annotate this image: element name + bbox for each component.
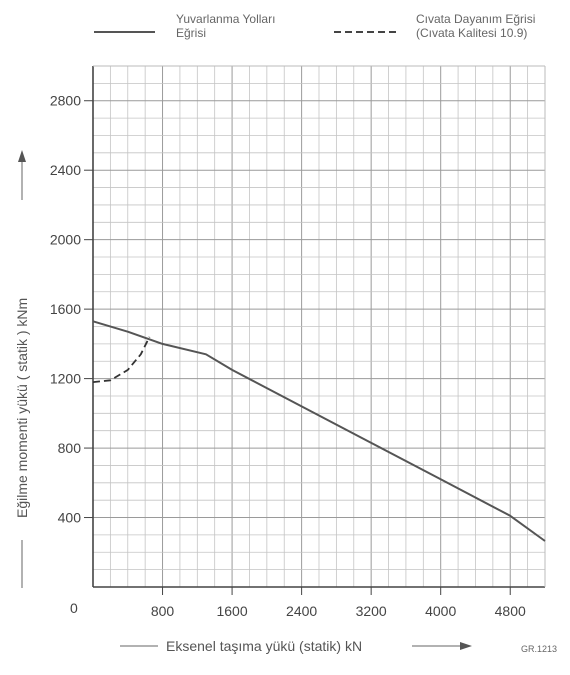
x-tick-label: 4800 xyxy=(495,603,526,619)
grid xyxy=(93,66,545,587)
legend-solid-label: Yuvarlanma Yolları Eğrisi xyxy=(176,12,275,40)
y-axis-arrow-icon xyxy=(18,150,26,162)
tick-labels: 800 1600 2400 3200 4000 4800 400 800 1200 1600 200… xyxy=(50,93,526,619)
x-axis-title: Eksenel taşıma yükü (statik) kN xyxy=(166,638,363,654)
x-tick-label: 800 xyxy=(151,603,175,619)
origin-label: 0 xyxy=(70,600,78,616)
y-tick-label: 2000 xyxy=(50,232,81,248)
legend-dashed-label-line2: (Cıvata Kalitesi 10.9) xyxy=(416,26,528,40)
x-tick-label: 3200 xyxy=(356,603,387,619)
x-axis-arrow-icon xyxy=(460,642,472,650)
y-tick-label: 1200 xyxy=(50,371,81,387)
x-tick-label: 4000 xyxy=(425,603,456,619)
y-tick-label: 1600 xyxy=(50,301,81,317)
figure-code: GR.1213 xyxy=(521,644,558,654)
legend-solid-label-line2: Eğrisi xyxy=(176,26,207,40)
legend-dashed-label: Cıvata Dayanım Eğrisi (Cıvata Kalitesi 1… xyxy=(416,12,535,40)
x-tick-label: 1600 xyxy=(216,603,247,619)
raceway-curve xyxy=(92,320,546,542)
y-tick-label: 2400 xyxy=(50,162,81,178)
y-tick-label: 2800 xyxy=(50,93,81,109)
bolt-strength-curve xyxy=(92,336,151,383)
y-tick-label: 400 xyxy=(58,510,82,526)
x-tick-label: 2400 xyxy=(286,603,317,619)
y-axis-title: Eğilme momenti yükü ( statik ) kNm xyxy=(14,297,30,518)
axes xyxy=(84,65,546,595)
legend-dashed-label-line1: Cıvata Dayanım Eğrisi xyxy=(416,12,536,26)
series-layer xyxy=(92,320,546,542)
legend-solid-label-line1: Yuvarlanma Yolları xyxy=(176,12,276,26)
y-tick-label: 800 xyxy=(58,440,82,456)
